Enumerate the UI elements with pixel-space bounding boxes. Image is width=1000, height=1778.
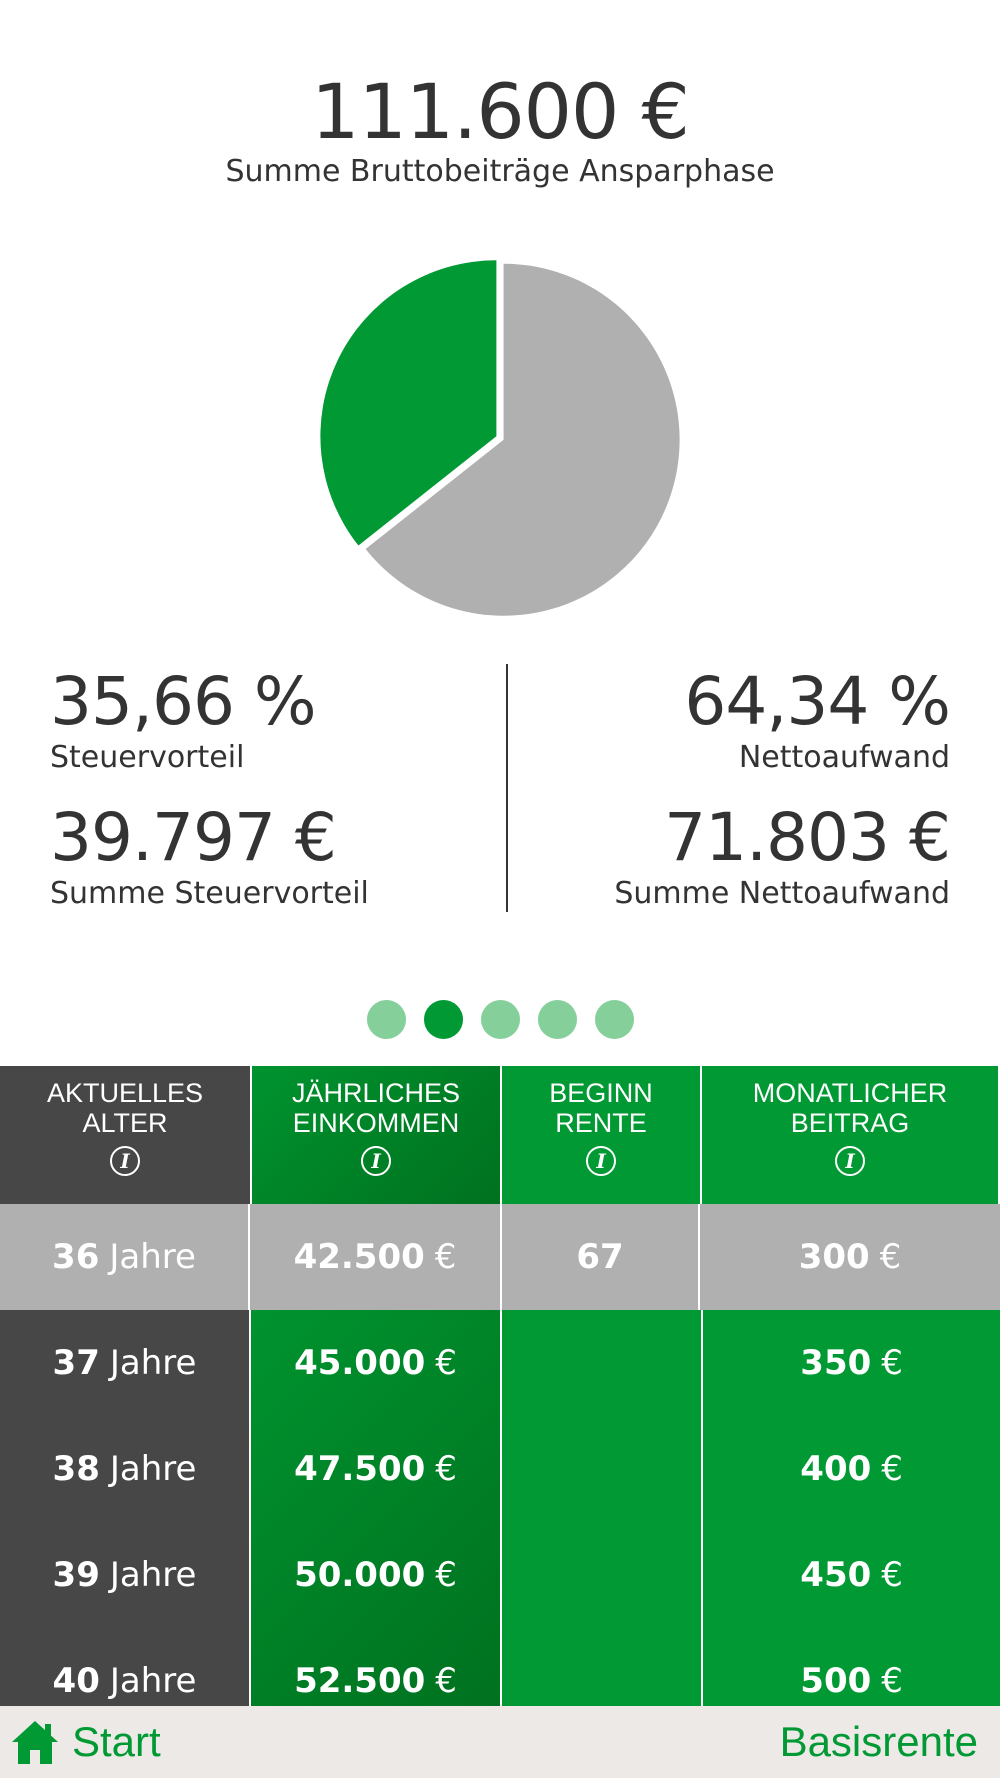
- start-label[interactable]: Start: [72, 1718, 161, 1765]
- selected-age[interactable]: 36 Jahre: [0, 1204, 250, 1310]
- page-dot-5[interactable]: [594, 1000, 634, 1039]
- net-sum-label: Summe Nettoaufwand: [614, 876, 950, 911]
- start-button[interactable]: Start: [0, 1718, 161, 1766]
- stat-tax-percent: 35,66 % Steuervorteil: [50, 663, 317, 776]
- list-item[interactable]: 400 €: [800, 1449, 903, 1489]
- list-item[interactable]: 500 €: [800, 1661, 903, 1701]
- table-header: AKTUELLES ALTER i JÄHRLICHES EINKOMMEN i…: [0, 1066, 1000, 1204]
- page-dot-2-active[interactable]: [423, 1000, 463, 1039]
- stat-net-sum: 71.803 € Summe Nettoaufwand: [614, 799, 951, 912]
- list-item[interactable]: 450 €: [800, 1555, 903, 1595]
- page-dot-1[interactable]: [366, 1000, 406, 1039]
- header-annual-income: JÄHRLICHES EINKOMMEN i: [250, 1066, 500, 1204]
- selected-income[interactable]: 42.500 €: [250, 1204, 502, 1310]
- home-icon[interactable]: [10, 1718, 60, 1766]
- page-dot-3[interactable]: [480, 1000, 520, 1039]
- stats-divider: [506, 664, 508, 912]
- page-indicator: [0, 1000, 1000, 1039]
- total-gross-contributions: 111.600 €: [311, 67, 690, 156]
- pie-chart: [320, 260, 680, 616]
- pie-slice-steuervorteil: [320, 260, 497, 546]
- info-icon[interactable]: i: [835, 1146, 865, 1176]
- list-item[interactable]: 52.500 €: [294, 1661, 457, 1701]
- tax-percent-label: Steuervorteil: [50, 740, 245, 775]
- product-title: Basisrente: [779, 1718, 978, 1765]
- info-icon[interactable]: i: [586, 1146, 616, 1176]
- list-item[interactable]: 47.500 €: [294, 1449, 457, 1489]
- list-item[interactable]: 38 Jahre: [52, 1449, 197, 1489]
- pie-slice-nettoaufwand: [365, 263, 680, 616]
- selected-row[interactable]: 36 Jahre 42.500 € 67 300 €: [0, 1204, 1000, 1310]
- header-monthly-contribution: MONATLICHER BEITRAG i: [700, 1066, 998, 1204]
- tax-percent-value: 35,66 %: [50, 663, 317, 740]
- header-current-age: AKTUELLES ALTER i: [0, 1066, 250, 1204]
- list-item[interactable]: 350 €: [800, 1343, 903, 1383]
- pension-start-picker[interactable]: [500, 1310, 702, 1706]
- stat-net-percent: 64,34 % Nettoaufwand: [684, 663, 951, 776]
- info-icon[interactable]: i: [110, 1146, 140, 1176]
- input-table: AKTUELLES ALTER i JÄHRLICHES EINKOMMEN i…: [0, 1066, 1000, 1706]
- contribution-picker[interactable]: 350 € 400 € 450 € 500 €: [701, 1310, 1000, 1706]
- page-dot-4[interactable]: [537, 1000, 577, 1039]
- selected-contribution[interactable]: 300 €: [700, 1204, 1000, 1310]
- tax-sum-label: Summe Steuervorteil: [50, 876, 369, 911]
- summary-header: 111.600 € Summe Bruttobeiträge Ansparpha…: [0, 64, 1000, 190]
- net-percent-label: Nettoaufwand: [738, 740, 950, 775]
- age-picker[interactable]: 37 Jahre 38 Jahre 39 Jahre 40 Jahre: [0, 1310, 249, 1706]
- tax-sum-value: 39.797 €: [50, 799, 337, 876]
- net-percent-value: 64,34 %: [684, 663, 951, 740]
- list-item[interactable]: 40 Jahre: [52, 1661, 197, 1701]
- header-pension-start: BEGINN RENTE i: [500, 1066, 700, 1204]
- info-icon[interactable]: i: [361, 1146, 391, 1176]
- total-gross-contributions-label: Summe Bruttobeiträge Ansparphase: [225, 154, 775, 189]
- list-item[interactable]: 50.000 €: [294, 1555, 457, 1595]
- list-item[interactable]: 39 Jahre: [52, 1555, 197, 1595]
- stat-tax-sum: 39.797 € Summe Steuervorteil: [50, 800, 369, 912]
- list-item[interactable]: 45.000 €: [294, 1343, 457, 1383]
- income-picker[interactable]: 45.000 € 47.500 € 50.000 € 52.500 €: [249, 1310, 500, 1706]
- net-sum-value: 71.803 €: [664, 799, 951, 876]
- picker-options: 37 Jahre 38 Jahre 39 Jahre 40 Jahre 45.000 € …: [0, 1310, 1000, 1706]
- list-item[interactable]: 37 Jahre: [52, 1343, 197, 1383]
- footer-bar: Start Basisrente: [0, 1706, 1000, 1778]
- selected-pension-start[interactable]: 67: [502, 1204, 700, 1310]
